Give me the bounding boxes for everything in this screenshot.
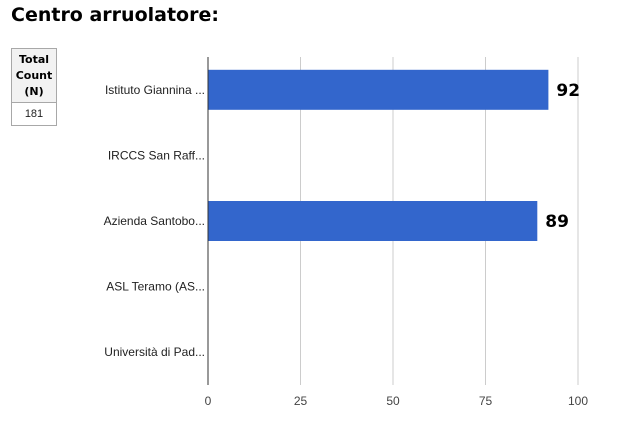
x-tick-label-4: 100	[568, 394, 588, 408]
category-label-0: Istituto Giannina ...	[105, 83, 205, 97]
bar-2	[208, 201, 538, 241]
total-count-header: Total Count (N)	[12, 49, 56, 103]
category-label-2: Azienda Santobo...	[104, 214, 205, 228]
total-count-header-line3: (N)	[24, 85, 44, 98]
x-tick-label-0: 0	[205, 394, 212, 408]
category-label-4: Università di Pad...	[104, 345, 205, 359]
data-label-2: 89	[545, 212, 569, 232]
category-label-3: ASL Teramo (AS...	[106, 280, 205, 294]
total-count-value: 181	[24, 108, 44, 120]
total-count-table: Total Count (N) 181	[11, 48, 57, 126]
total-count-header-line1: Total	[18, 53, 50, 66]
category-label-1: IRCCS San Raff...	[108, 148, 205, 162]
data-label-0: 92	[556, 81, 580, 101]
x-tick-label-1: 25	[294, 394, 308, 408]
x-tick-label-3: 75	[479, 394, 493, 408]
chart-title: Centro arruolatore:	[11, 4, 219, 26]
x-tick-label-2: 50	[386, 394, 400, 408]
total-count-header-line2: Count	[15, 69, 53, 82]
bar-0	[208, 69, 549, 110]
